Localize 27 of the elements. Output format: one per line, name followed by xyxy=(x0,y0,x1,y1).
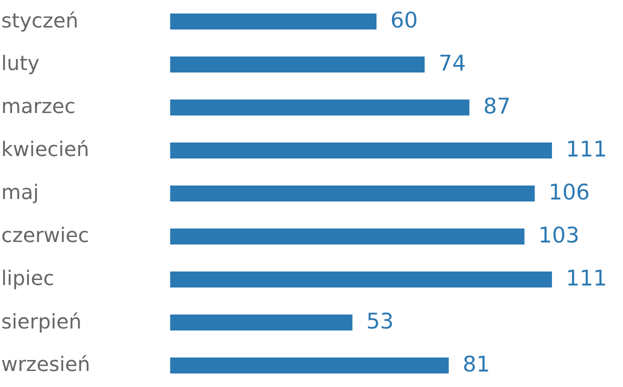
y-tick-label: sierpień xyxy=(2,312,80,333)
y-tick-label: marzec xyxy=(3,102,74,114)
y-tick-label: wrzesień xyxy=(2,354,88,372)
y-tick-label: czerwiec xyxy=(2,226,88,242)
bar xyxy=(170,14,377,30)
data-label: 111 xyxy=(568,140,605,156)
bar xyxy=(170,358,449,374)
y-tick-label: lipiec xyxy=(3,270,54,290)
y-tick-label: kwiecień xyxy=(3,140,88,156)
y-tick-label: luty xyxy=(3,54,39,74)
bar xyxy=(170,314,352,330)
data-label: 106 xyxy=(551,183,588,200)
data-label: 53 xyxy=(368,312,392,329)
data-label: 111 xyxy=(568,270,605,286)
data-label: 74 xyxy=(440,54,465,70)
bar xyxy=(170,100,470,116)
y-tick-label: styczeń xyxy=(2,11,77,32)
bar xyxy=(170,228,524,244)
data-label: 87 xyxy=(484,97,509,114)
data-label: 81 xyxy=(464,355,488,372)
bar xyxy=(170,272,552,288)
y-tick-label: maj xyxy=(3,184,37,204)
bar xyxy=(170,56,425,72)
bar xyxy=(170,142,552,158)
data-label: 103 xyxy=(540,226,578,243)
bar xyxy=(170,186,535,202)
data-label: 60 xyxy=(392,11,416,28)
